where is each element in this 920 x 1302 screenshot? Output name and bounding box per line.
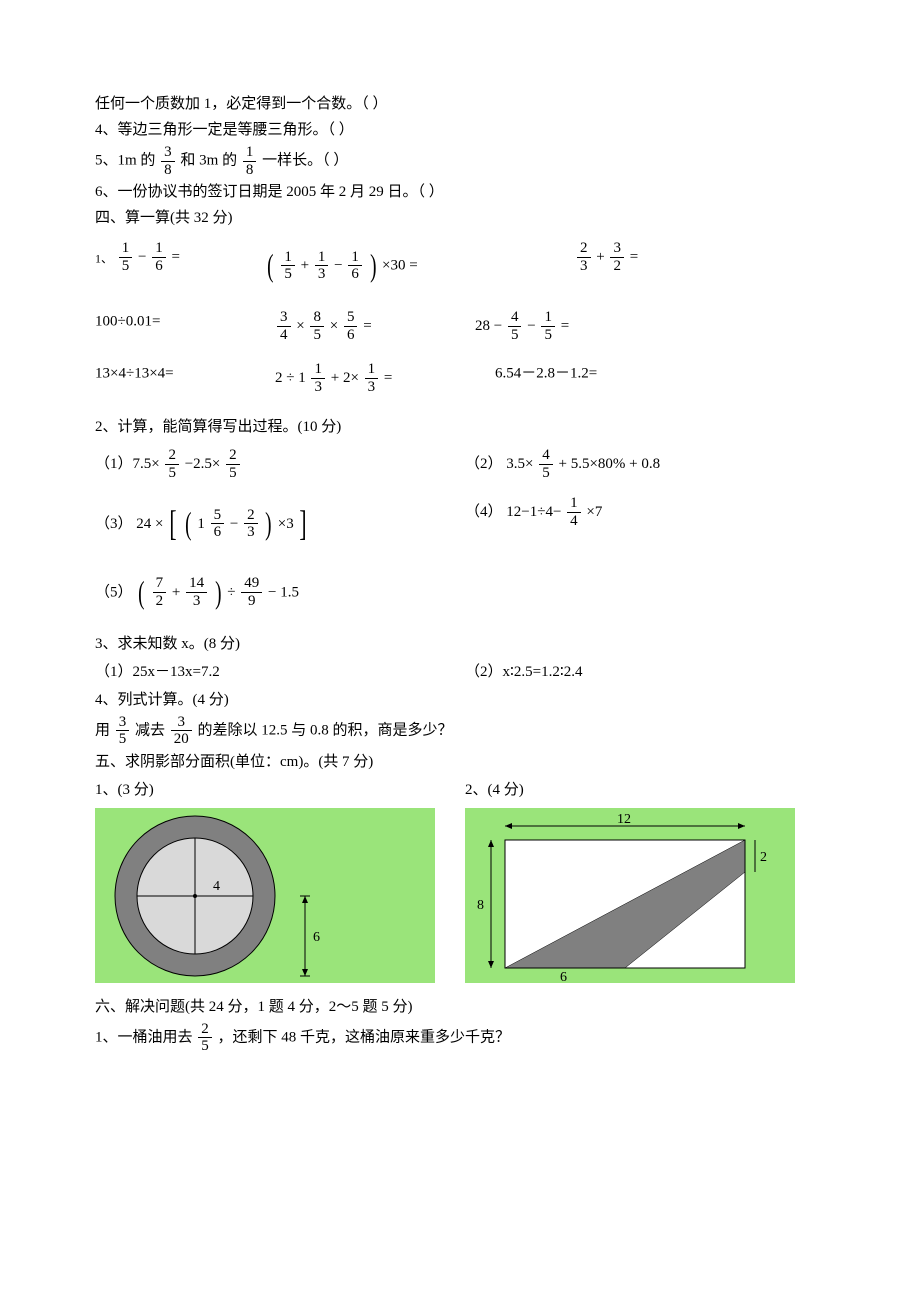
eq-1-1: 1、 15 − 16 =	[95, 240, 265, 291]
frac-4-5b: 45	[539, 447, 553, 481]
p22: （2） 3.5× 45 + 5.5×80% + 0.8	[465, 447, 815, 481]
frac-3-2: 32	[610, 240, 624, 274]
frac-5-6b: 56	[211, 507, 225, 541]
p24: （4） 12−1÷4− 14 ×7	[465, 495, 815, 553]
sec6-1-pre: 1、一桶油用去	[95, 1029, 193, 1045]
sec6-1-post: ，还剩下 48 千克，这桶油原来重多少千克？	[218, 1029, 511, 1045]
frac-2-5b: 25	[226, 447, 240, 481]
frac-1-3a: 13	[315, 249, 329, 283]
frac-14-3: 143	[186, 575, 207, 609]
frac-1-5c: 15	[541, 309, 555, 343]
frac-1-3c: 13	[365, 361, 379, 395]
frac-1-6: 16	[152, 240, 166, 274]
svg-text:8: 8	[477, 898, 484, 913]
q5-pre: 5、1m 的	[95, 152, 155, 168]
q5-mid: 和 3m 的	[180, 152, 237, 168]
sec4-2-row1: （1）7.5× 25 −2.5× 25 （2） 3.5× 45 + 5.5×80…	[95, 447, 825, 481]
frac-5-6a: 56	[344, 309, 358, 343]
sec5-2-label: 2、(4 分)	[465, 778, 815, 802]
frac-1-6b: 16	[348, 249, 362, 283]
sec4-1-row2: 100÷0.01= 34 × 85 × 56 = 28 − 45 − 15 =	[95, 309, 825, 343]
figure-annulus: 46	[95, 808, 435, 983]
svg-text:6: 6	[313, 930, 320, 945]
p4-post: 的差除以 12.5 与 0.8 的积，商是多少？	[198, 722, 453, 738]
sec6-heading: 六、解决问题(共 24 分，1 题 4 分，2～5 题 5 分)	[95, 995, 825, 1019]
frac-1-3b: 13	[311, 361, 325, 395]
sec5-labels: 1、(3 分) 2、(4 分)	[95, 778, 825, 802]
sec4-1-row1: 1、 15 − 16 = ( 15 + 13 − 16 ) ×30 = 23 +…	[95, 240, 825, 291]
p4-mid: 减去	[135, 722, 165, 738]
frac-1-8: 18	[243, 144, 257, 178]
svg-text:12: 12	[617, 812, 631, 827]
sec6-1: 1、一桶油用去 25 ，还剩下 48 千克，这桶油原来重多少千克？	[95, 1021, 825, 1055]
q3-line: 任何一个质数加 1，必定得到一个合数。（ ）	[95, 92, 825, 116]
frac-1-5a: 15	[119, 240, 133, 274]
eq-3-1: 13×4÷13×4=	[95, 361, 275, 395]
eq-1-2: ( 15 + 13 − 16 ) ×30 =	[265, 240, 575, 291]
sec4-1-label: 1、	[95, 251, 113, 265]
frac-7-2: 72	[153, 575, 167, 609]
frac-49-9: 499	[241, 575, 262, 609]
eq-3-3: 6.54－2.8－1.2=	[495, 361, 695, 395]
frac-3-20: 320	[171, 714, 192, 748]
sec4-3-heading: 3、求未知数 x。(8 分)	[95, 632, 825, 656]
p32: （2）x∶2.5=1.2∶2.4	[465, 660, 815, 684]
frac-1-5b: 15	[281, 249, 295, 283]
sec4-2-heading: 2、计算，能简算得写出过程。(10 分)	[95, 415, 825, 439]
sec4-1-row3: 13×4÷13×4= 2 ÷ 1 13 + 2× 13 = 6.54－2.8－1…	[95, 361, 825, 395]
sec4-4-heading: 4、列式计算。(4 分)	[95, 688, 825, 712]
eq-3-2: 2 ÷ 1 13 + 2× 13 =	[275, 361, 495, 395]
page: 任何一个质数加 1，必定得到一个合数。（ ） 4、等边三角形一定是等腰三角形。（…	[0, 0, 920, 1302]
frac-8-5: 85	[310, 309, 324, 343]
svg-text:6: 6	[560, 970, 567, 983]
p25: （5） ( 72 + 143 ) ÷ 499 − 1.5	[95, 567, 465, 618]
q5-line: 5、1m 的 38 和 3m 的 18 一样长。（ ）	[95, 144, 825, 178]
figures-row: 46 12286	[95, 808, 825, 983]
sec5-heading: 五、求阴影部分面积(单位：cm)。(共 7 分)	[95, 750, 825, 774]
frac-4-5a: 45	[508, 309, 522, 343]
frac-2-5c: 25	[198, 1021, 212, 1055]
p21: （1）7.5× 25 −2.5× 25	[95, 447, 465, 481]
frac-2-5a: 25	[165, 447, 179, 481]
eq-2-2: 34 × 85 × 56 =	[275, 309, 475, 343]
p4-pre: 用	[95, 722, 110, 738]
sec4-4-q: 用 35 减去 320 的差除以 12.5 与 0.8 的积，商是多少？	[95, 714, 825, 748]
eq-1-3: 23 + 32 =	[575, 240, 775, 291]
svg-text:4: 4	[213, 879, 220, 894]
sec5-1-label: 1、(3 分)	[95, 778, 465, 802]
sec4-3-row: （1）25x－13x=7.2 （2）x∶2.5=1.2∶2.4	[95, 660, 825, 684]
p31: （1）25x－13x=7.2	[95, 660, 465, 684]
frac-2-3a: 23	[577, 240, 591, 274]
figure-trapezoid: 12 2 8 6	[465, 808, 795, 983]
p23: （3） 24 × [ ( 1 56 − 23 ) ×3 ]	[95, 495, 465, 553]
sec4-2-row2: （3） 24 × [ ( 1 56 − 23 ) ×3 ] （4） 12−1÷4…	[95, 495, 825, 553]
svg-text:2: 2	[760, 850, 767, 865]
eq-2-3: 28 − 45 − 15 =	[475, 309, 675, 343]
q4-line: 4、等边三角形一定是等腰三角形。（ ）	[95, 118, 825, 142]
frac-2-3b: 23	[244, 507, 258, 541]
sec4-2-row3: （5） ( 72 + 143 ) ÷ 499 − 1.5	[95, 567, 825, 618]
sec4-heading: 四、算一算(共 32 分)	[95, 206, 825, 230]
frac-3-5: 35	[116, 714, 130, 748]
frac-3-4: 34	[277, 309, 291, 343]
q6-line: 6、一份协议书的签订日期是 2005 年 2 月 29 日。（ ）	[95, 180, 825, 204]
q5-post: 一样长。（ ）	[262, 152, 348, 168]
eq-2-1: 100÷0.01=	[95, 309, 275, 343]
frac-3-8: 38	[161, 144, 175, 178]
frac-1-4: 14	[567, 495, 581, 529]
